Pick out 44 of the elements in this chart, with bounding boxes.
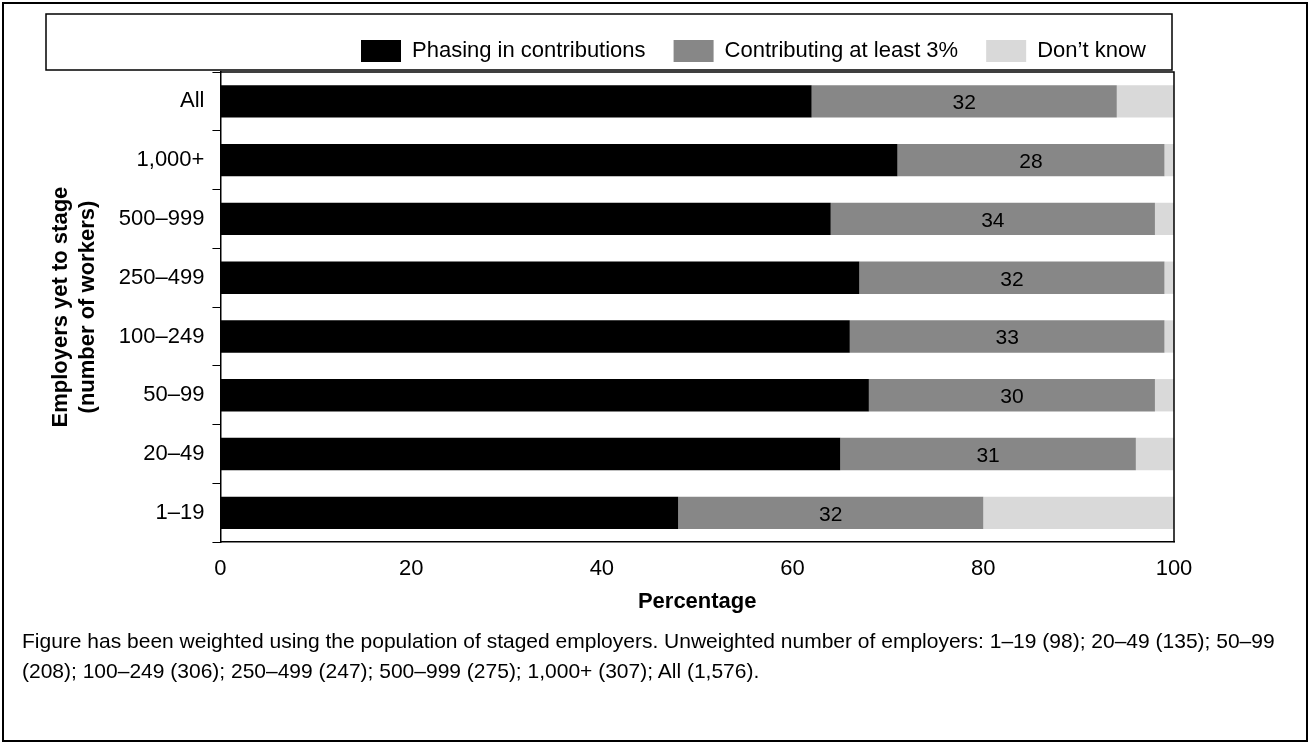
bar xyxy=(859,261,1165,294)
bar xyxy=(1154,202,1174,236)
bar xyxy=(1164,144,1174,177)
text: Figure has been weighted using the population of staged employers. Unweighted number of employers: 1–19 (98); 20–49 (135); 50–99 (208); 100–249 (306); 250–499 (247); 500–999 (275); 1,000+ (307); All (1,576). xyxy=(22,628,1276,684)
x-tick-label: 80 xyxy=(971,555,996,581)
bar xyxy=(1135,437,1174,471)
bar xyxy=(1164,320,1174,353)
y-tick-label: 250–499 xyxy=(118,263,205,289)
data-label: 34 xyxy=(981,207,1005,231)
data-label: 31 xyxy=(976,442,1000,466)
bar xyxy=(897,144,1165,177)
data-label: 32 xyxy=(952,90,976,114)
y-tick-label: 50–99 xyxy=(143,381,205,407)
y-tick-label: 500–999 xyxy=(118,205,205,230)
y-tick-label: 1,000+ xyxy=(136,146,205,172)
x-tick-label: 0 xyxy=(214,555,227,581)
legend-label: Phasing in contributions xyxy=(412,37,646,63)
y-tick-label: All xyxy=(179,87,205,113)
legend-label: Contributing at least 3% xyxy=(724,37,959,63)
y-axis-title: Employers yet to stage (number of workers) xyxy=(47,186,99,428)
x-tick-label: 60 xyxy=(780,555,805,581)
y-tick-label: 20–49 xyxy=(143,440,205,466)
bar xyxy=(1116,85,1174,118)
bar xyxy=(830,202,1155,236)
bar xyxy=(983,496,1174,529)
bar xyxy=(849,320,1165,353)
bar xyxy=(678,496,984,529)
x-tick-label: 100 xyxy=(1155,555,1193,581)
data-label: 28 xyxy=(1019,148,1043,172)
data-label: 30 xyxy=(1000,384,1024,408)
bar xyxy=(1164,261,1174,294)
data-label: 32 xyxy=(1000,266,1024,290)
bar xyxy=(840,437,1136,471)
x-tick-label: 40 xyxy=(589,555,615,581)
bar xyxy=(868,379,1155,412)
x-tick-label: 20 xyxy=(398,555,424,581)
y-tick-label: 1–19 xyxy=(155,498,205,524)
y-tick-label: 100–249 xyxy=(118,322,205,348)
x-axis-title: Percentage xyxy=(637,587,757,613)
bar xyxy=(811,85,1117,118)
data-label: 32 xyxy=(819,501,843,525)
bar xyxy=(1154,379,1174,412)
data-label: 33 xyxy=(995,325,1019,349)
legend-label: Don’t know xyxy=(1037,37,1147,63)
